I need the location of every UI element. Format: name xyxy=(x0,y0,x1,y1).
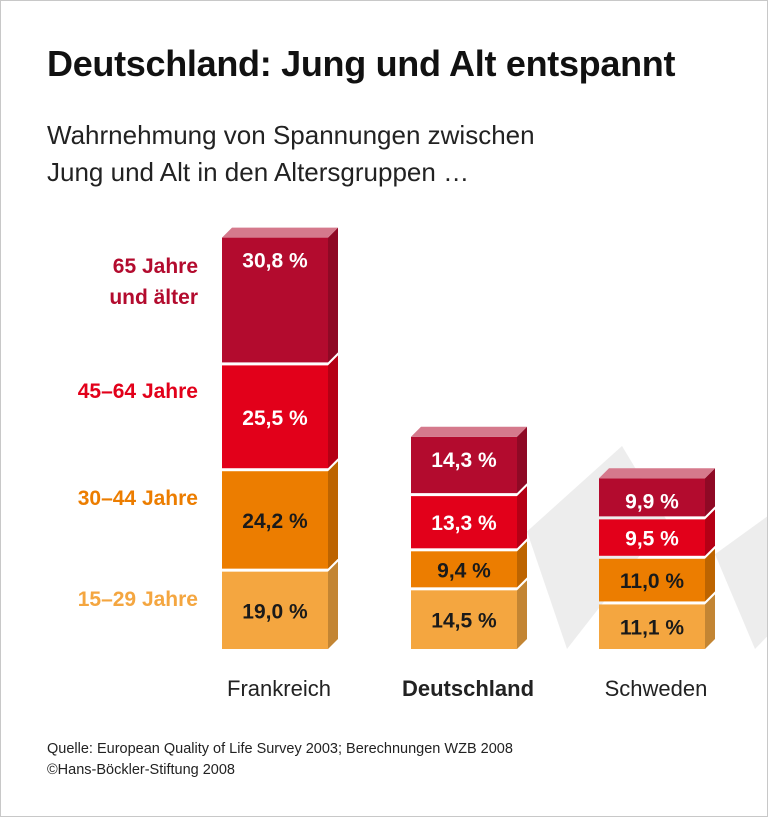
bar-segment-schweden-2 xyxy=(599,558,705,602)
bar-segment-frankreich-2 xyxy=(222,471,328,569)
bar-segment-frankreich-1 xyxy=(222,571,328,649)
value-label: 13,3 % xyxy=(431,512,497,535)
value-label: 11,0 % xyxy=(620,570,685,593)
source-text: Quelle: European Quality of Life Survey … xyxy=(47,741,513,757)
bar-segment-deutschland-1 xyxy=(411,590,517,649)
source-note: Quelle: European Quality of Life Survey … xyxy=(47,739,513,781)
bar-segment-schweden-4 xyxy=(599,478,705,517)
subtitle-line-1: Wahrnehmung von Spannungen zwischen xyxy=(47,120,535,150)
value-label: 9,9 % xyxy=(625,490,679,513)
value-label: 19,0 % xyxy=(242,600,308,623)
chart-subtitle: Wahrnehmung von Spannungen zwischen Jung… xyxy=(47,117,687,191)
value-label: 11,1 % xyxy=(620,617,685,640)
bar-segment-side xyxy=(705,594,715,649)
value-label: 30,8 % xyxy=(242,250,308,273)
bar-shadow xyxy=(715,516,767,649)
legend-label: und älter xyxy=(109,286,198,309)
copyright-text: ©Hans-Böckler-Stiftung 2008 xyxy=(47,762,235,778)
bar-segment-side xyxy=(328,355,338,469)
legend-label: 30–44 Jahre xyxy=(78,487,198,510)
bar-segment-frankreich-3 xyxy=(222,365,328,469)
bar-segment-schweden-3 xyxy=(599,519,705,556)
bar-segment-deutschland-3 xyxy=(411,496,517,549)
legend-label: 45–64 Jahre xyxy=(78,380,198,403)
bar-top-face xyxy=(222,227,338,238)
legend-label: 15–29 Jahre xyxy=(78,588,198,611)
value-label: 25,5 % xyxy=(242,407,308,430)
category-label-schweden: Schweden xyxy=(605,676,708,701)
bar-segment-side xyxy=(705,509,715,556)
category-label-deutschland: Deutschland xyxy=(402,676,534,701)
bar-segment-frankreich-4 xyxy=(222,237,328,363)
value-label: 14,5 % xyxy=(431,610,497,633)
subtitle-line-2: Jung und Alt in den Altersgruppen … xyxy=(47,157,470,187)
bar-segment-side xyxy=(517,580,527,649)
bar-segment-side xyxy=(517,426,527,494)
bar-segment-side xyxy=(705,468,715,517)
chart-title: Deutschland: Jung und Alt entspannt xyxy=(47,43,676,84)
bar-segment-side xyxy=(705,548,715,602)
bar-segment-schweden-1 xyxy=(599,604,705,649)
bar-top-face xyxy=(599,468,715,479)
bar-segment-side xyxy=(328,461,338,569)
legend-label: 65 Jahre xyxy=(113,255,198,278)
value-label: 9,5 % xyxy=(625,528,679,551)
bar-segment-deutschland-2 xyxy=(411,551,517,588)
value-label: 24,2 % xyxy=(242,510,308,533)
bar-segment-side xyxy=(328,561,338,649)
bar-top-face xyxy=(411,426,527,437)
value-label: 9,4 % xyxy=(437,559,491,582)
bar-segment-side xyxy=(517,541,527,588)
category-label-frankreich: Frankreich xyxy=(227,676,331,701)
bar-segment-side xyxy=(517,486,527,549)
bar-segment-deutschland-4 xyxy=(411,436,517,494)
value-label: 14,3 % xyxy=(431,449,497,472)
bar-segment-side xyxy=(328,227,338,363)
